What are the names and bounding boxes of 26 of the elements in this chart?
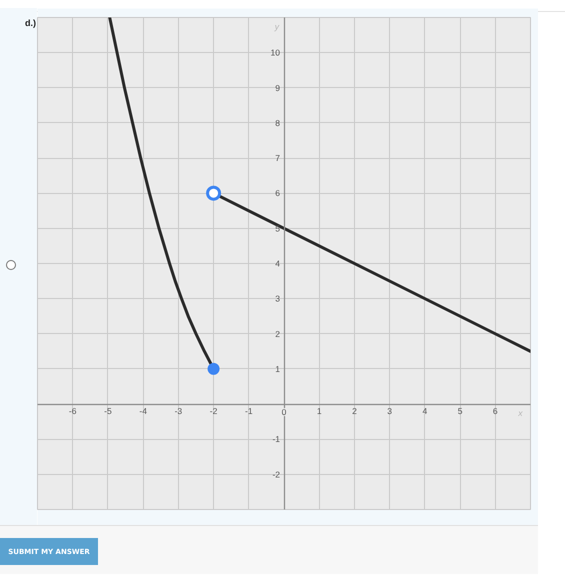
y-tick-label: 4 [275,258,280,268]
y-tick-label: -1 [272,434,280,444]
x-tick-label: 3 [387,406,392,416]
y-tick-label: 3 [275,294,280,304]
y-tick-label: 5 [275,223,280,234]
y-tick-label: 7 [275,153,280,164]
x-tick-label: 0 [282,407,287,418]
x-tick-label: 2 [352,406,358,416]
x-tick-label: 5 [458,406,463,416]
x-tick-label: -5 [104,406,112,416]
y-tick-label: 9 [275,82,280,93]
x-tick-label: -6 [68,406,77,416]
y-tick-label: -2 [272,469,280,480]
x-tick-label: -4 [139,406,148,416]
y-tick-label: 6 [275,188,280,198]
y-tick-label: 1 [275,364,280,374]
x-tick-label: -1 [245,406,253,416]
x-tick-label: -3 [174,406,182,416]
y-tick-label: 2 [275,328,280,339]
x-tick-label: 4 [422,406,428,416]
x-tick-label: -2 [210,406,218,416]
x-tick-label: 6 [492,406,498,416]
y-tick-label: 10 [270,48,280,58]
chart-title: d.) [25,17,36,30]
x-tick-label: 1 [316,406,322,416]
y-tick-label: 8 [275,118,280,128]
